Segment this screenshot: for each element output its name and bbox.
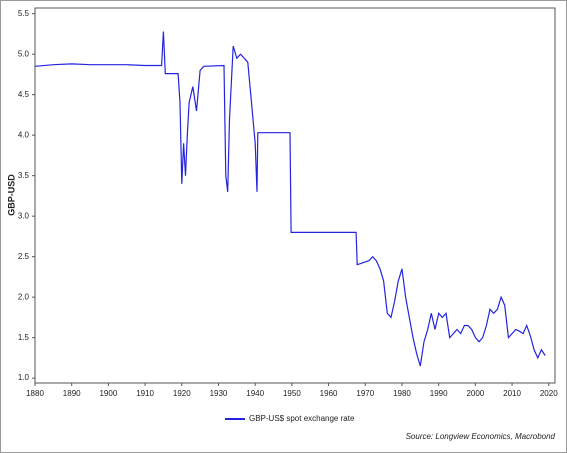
y-tick-label: 3.0 xyxy=(18,211,30,220)
plot-area xyxy=(34,7,556,384)
x-tick-label: 2010 xyxy=(503,389,521,398)
x-tick-label: 1910 xyxy=(136,389,154,398)
y-tick-label: 5.0 xyxy=(18,49,30,58)
x-tick-label: 1930 xyxy=(210,389,228,398)
y-tick-label: 1.0 xyxy=(18,373,30,382)
y-tick-label: 4.5 xyxy=(18,90,30,99)
y-tick-label: 5.5 xyxy=(18,9,30,18)
x-tick-label: 1960 xyxy=(320,389,338,398)
x-tick-label: 1890 xyxy=(63,389,81,398)
x-tick-label: 2020 xyxy=(540,389,558,398)
x-tick-label: 1950 xyxy=(283,389,301,398)
y-tick-label: 1.5 xyxy=(18,333,30,342)
y-axis-label: GBP-USD xyxy=(6,174,16,216)
data-line xyxy=(34,31,546,367)
x-tick-label: 1920 xyxy=(173,389,191,398)
x-tick-label: 1900 xyxy=(99,389,117,398)
y-tick-label: 2.0 xyxy=(18,292,30,301)
x-tick-label: 1880 xyxy=(26,389,44,398)
x-tick-label: 1940 xyxy=(246,389,264,398)
y-tick-label: 4.0 xyxy=(18,130,30,139)
x-tick-label: 1990 xyxy=(430,389,448,398)
x-tick-label: 1980 xyxy=(393,389,411,398)
x-tick-label: 2000 xyxy=(466,389,484,398)
x-tick-label: 1970 xyxy=(356,389,374,398)
y-tick-label: 3.5 xyxy=(18,171,30,180)
y-tick-label: 2.5 xyxy=(18,252,30,261)
legend-label: GBP-US$ spot exchange rate xyxy=(249,414,355,423)
source: Source: Longview Economics, Macrobond xyxy=(406,432,556,441)
